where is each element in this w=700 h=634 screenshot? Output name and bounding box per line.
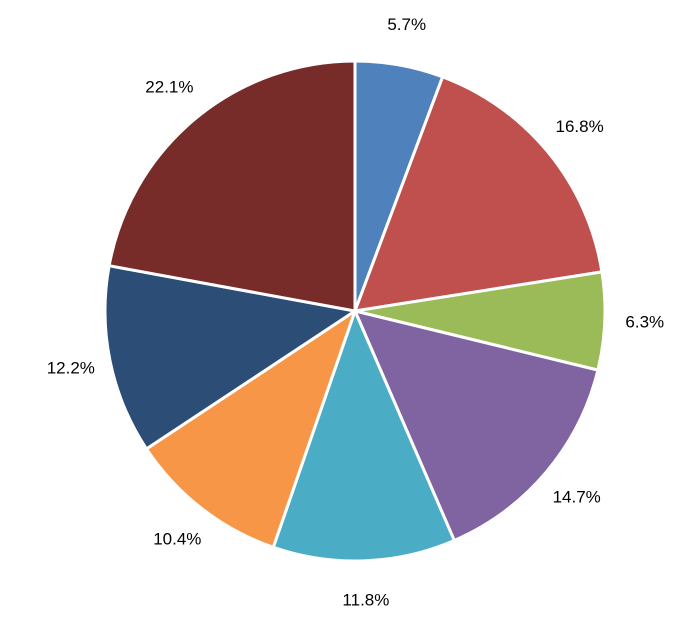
- pie-slice-7: [103, 263, 359, 451]
- pie-label-4: 14.7%: [553, 487, 601, 506]
- pie-label-2: 16.8%: [555, 117, 603, 136]
- pie-label-7: 12.2%: [47, 358, 95, 377]
- pie-label-6: 10.4%: [153, 530, 201, 549]
- pie-data-labels: 5.7% 16.8% 6.3% 14.7% 11.8% 10.4% 12.2% 22.1%: [47, 15, 664, 609]
- pie-slice-8: [107, 59, 357, 313]
- pie-slice-5: [271, 306, 457, 563]
- pie-label-8: 22.1%: [145, 78, 193, 97]
- pie-label-5: 11.8%: [342, 590, 389, 609]
- pie-slice-4: [352, 308, 600, 543]
- pie-slices: [103, 59, 607, 563]
- pie-label-3: 6.3%: [625, 312, 664, 331]
- pie-label-1: 5.7%: [387, 15, 426, 34]
- pie-slice-6: [144, 307, 358, 550]
- pie-slice-2: [352, 74, 604, 313]
